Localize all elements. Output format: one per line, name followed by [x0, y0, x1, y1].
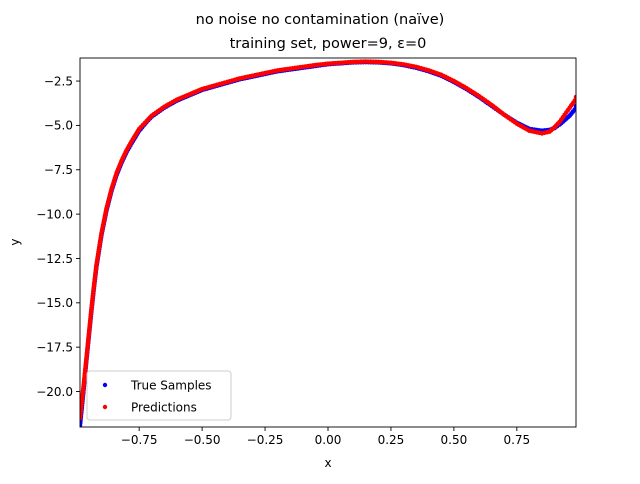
y-tick-label: −15.0: [36, 296, 73, 310]
y-tick-label: −7.5: [44, 163, 73, 177]
data-point: [573, 94, 576, 100]
data-point: [572, 98, 576, 103]
y-tick-label: −17.5: [36, 340, 73, 354]
y-tick-label: −12.5: [36, 252, 73, 266]
x-axis-ticks: −0.75 −0.50 −0.25 0.00 0.25 0.50 0.75: [121, 427, 530, 447]
y-tick-label: −2.5: [44, 74, 73, 88]
y-axis-label: y: [8, 238, 22, 245]
legend-label-predictions: Predictions: [131, 401, 197, 415]
x-tick-label: −0.50: [184, 433, 221, 447]
x-tick-label: 0.00: [315, 433, 342, 447]
legend-marker-true-samples: [102, 382, 108, 388]
x-tick-label: −0.75: [121, 433, 158, 447]
legend-box: [86, 370, 232, 421]
y-tick-label: −5.0: [44, 119, 73, 133]
y-tick-label: −10.0: [36, 207, 73, 221]
figure-suptitle: no noise no contamination (naïve): [196, 12, 445, 28]
legend-marker-predictions: [102, 404, 108, 410]
x-tick-label: 0.50: [441, 433, 468, 447]
x-axis-label: x: [324, 456, 331, 470]
legend-label-true-samples: True Samples: [130, 379, 212, 393]
x-tick-label: 0.75: [503, 433, 530, 447]
axes-title: training set, power=9, ε=0: [230, 36, 427, 52]
series-predictions: [80, 59, 576, 421]
data-point: [572, 107, 576, 112]
x-tick-label: 0.25: [378, 433, 405, 447]
y-tick-label: −20.0: [36, 385, 73, 399]
legend: True Samples Predictions: [86, 370, 232, 421]
y-axis-ticks: −2.5 −5.0 −7.5 −10.0 −12.5 −15.0 −17.5 −20.0: [36, 74, 80, 399]
data-points: [80, 59, 576, 427]
x-tick-label: −0.25: [247, 433, 284, 447]
